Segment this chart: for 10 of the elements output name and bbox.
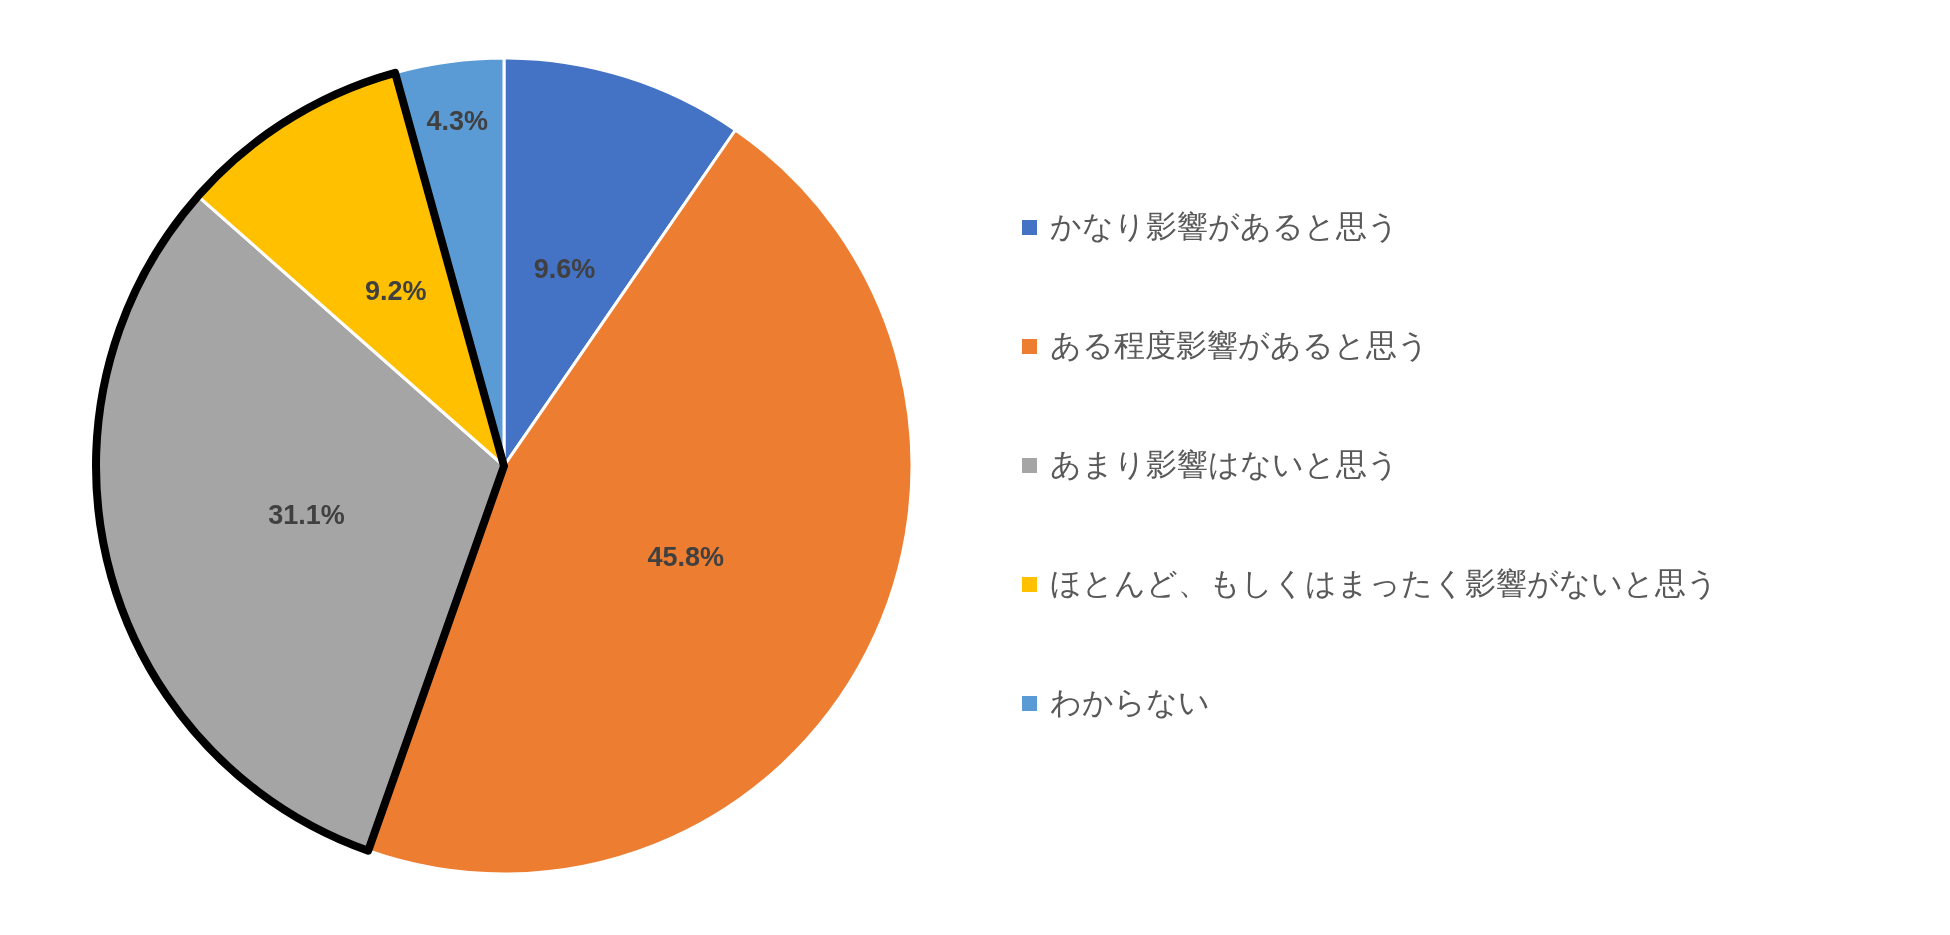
legend-label: かなり影響があると思う <box>1050 207 1399 244</box>
legend-label: わからない <box>1050 683 1210 720</box>
data-label: 45.8% <box>647 541 725 572</box>
data-label: 31.1% <box>268 500 345 531</box>
legend-label: ほとんど、もしくはまったく影響がないと思う <box>1050 564 1718 601</box>
legend-label: あまり影響はないと思う <box>1050 445 1399 482</box>
data-label: 4.3% <box>426 105 489 136</box>
legend-label: ある程度影響があると思う <box>1050 326 1429 363</box>
data-label: 9.6% <box>533 254 596 285</box>
data-label: 9.2% <box>365 276 427 307</box>
